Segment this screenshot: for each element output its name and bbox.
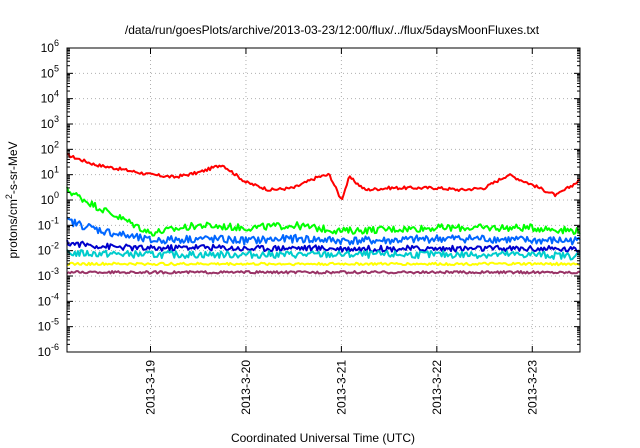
x-tick-label: 2013-3-19 <box>144 360 158 415</box>
grid <box>67 48 580 352</box>
y-tick-exponent: -6 <box>51 342 59 352</box>
y-tick-base: 10 <box>41 66 55 80</box>
y-tick-exponent: -1 <box>51 215 59 225</box>
series-line <box>66 216 581 246</box>
y-tick-base: 10 <box>41 142 55 156</box>
y-tick-exponent: 5 <box>54 63 59 73</box>
y-tick-exponent: 4 <box>54 89 59 99</box>
y-tick-label: 101 <box>41 165 59 182</box>
x-tick-label: 2013-3-20 <box>239 360 253 415</box>
series-line <box>66 270 581 275</box>
y-tick-label: 10-2 <box>38 241 59 258</box>
y-tick-base: 10 <box>41 168 55 182</box>
y-tick-exponent: -2 <box>51 241 59 251</box>
y-tick-base: 10 <box>38 294 52 308</box>
y-tick-exponent: 2 <box>54 139 59 149</box>
y-tick-base: 10 <box>41 117 55 131</box>
y-tick-exponent: 1 <box>54 165 59 175</box>
y-tick-exponent: -3 <box>51 266 59 276</box>
y-tick-base: 10 <box>41 41 55 55</box>
y-tick-label: 104 <box>41 89 59 106</box>
y-tick-base: 10 <box>38 269 52 283</box>
y-tick-label: 105 <box>41 63 59 80</box>
y-tick-label: 10-4 <box>38 291 59 308</box>
y-tick-label: 10-1 <box>38 215 59 232</box>
x-axis-label: Coordinated Universal Time (UTC) <box>231 431 415 445</box>
ticks: 10-610-510-410-310-210-11001011021031041… <box>38 38 580 415</box>
y-tick-base: 10 <box>41 92 55 106</box>
y-axis-label-sup: 2 <box>4 194 14 199</box>
y-tick-label: 100 <box>41 190 59 207</box>
y-tick-exponent: 3 <box>54 114 59 124</box>
series-line <box>66 186 581 237</box>
y-tick-label: 10-5 <box>38 317 59 334</box>
y-axis-label-rest: -s-sr-MeV <box>6 141 20 194</box>
y-tick-base: 10 <box>38 218 52 232</box>
y-tick-exponent: 0 <box>54 190 59 200</box>
y-tick-base: 10 <box>38 244 52 258</box>
y-axis-label: protons/cm2-s-sr-MeV <box>4 141 20 258</box>
x-tick-label: 2013-3-22 <box>430 360 444 415</box>
y-tick-base: 10 <box>38 320 52 334</box>
x-tick-label: 2013-3-23 <box>525 360 539 415</box>
series-line <box>66 239 581 253</box>
y-tick-exponent: -4 <box>51 291 59 301</box>
y-tick-exponent: -5 <box>51 317 59 327</box>
series-line <box>66 261 581 267</box>
y-tick-label: 103 <box>41 114 59 131</box>
chart-title: /data/run/goesPlots/archive/2013-03-23/1… <box>125 23 540 37</box>
y-axis-label-main: protons/cm <box>6 199 20 258</box>
series-line <box>66 249 581 261</box>
y-tick-exponent: 6 <box>54 38 59 48</box>
series-group <box>66 152 581 275</box>
x-tick-label: 2013-3-21 <box>334 360 348 415</box>
y-tick-base: 10 <box>38 345 52 359</box>
y-tick-label: 10-3 <box>38 266 59 283</box>
y-tick-label: 10-6 <box>38 342 59 359</box>
y-tick-label: 102 <box>41 139 59 156</box>
y-tick-base: 10 <box>41 193 55 207</box>
y-tick-label: 106 <box>41 38 59 55</box>
series-line <box>66 152 580 200</box>
